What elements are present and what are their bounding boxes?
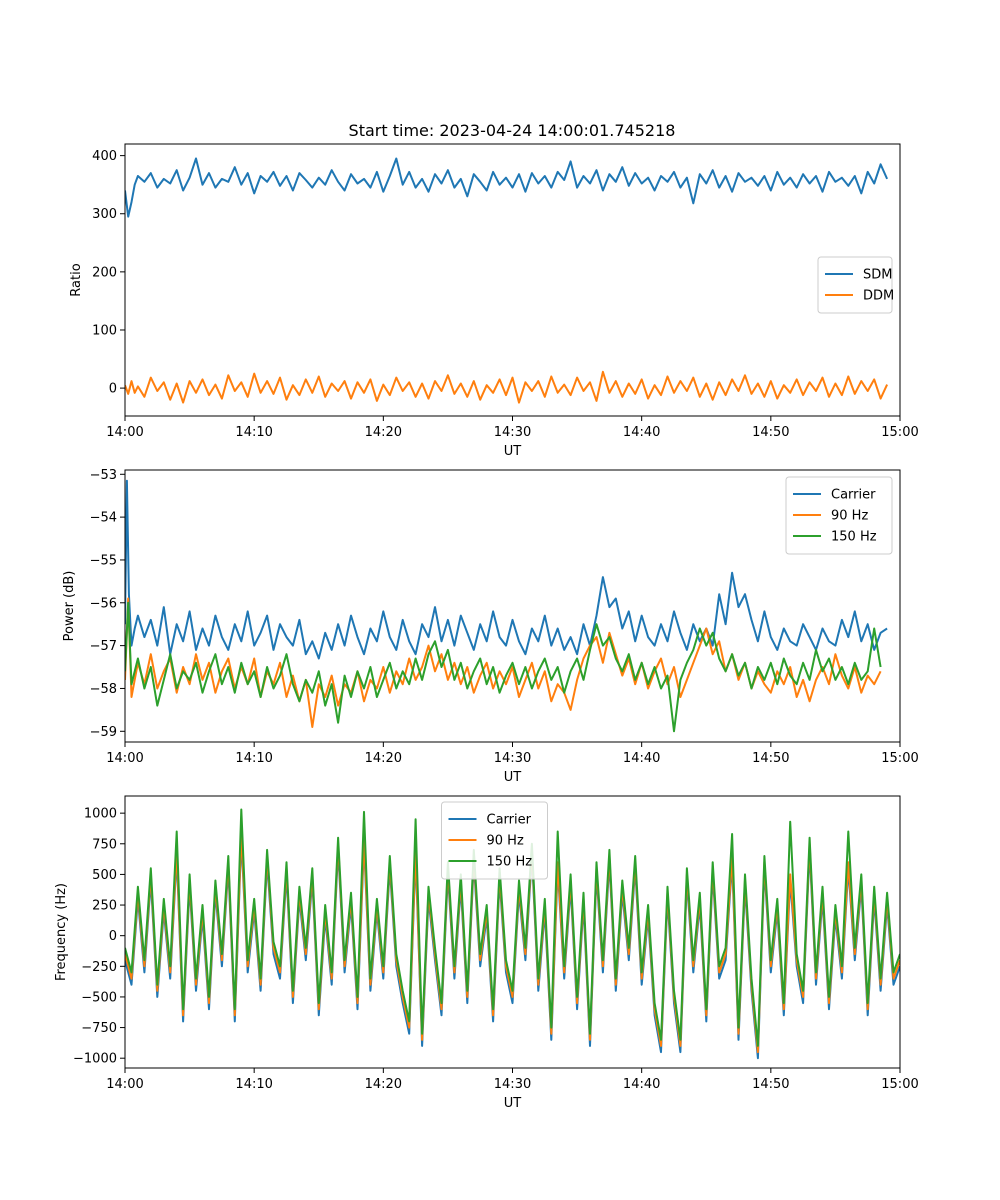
legend-label: DDM: [863, 289, 894, 304]
x-axis-label: UT: [504, 770, 522, 785]
x-tick-label: 14:30: [494, 425, 531, 440]
y-tick-label: −54: [90, 511, 117, 526]
legend-label: 150 Hz: [831, 530, 877, 545]
plot-area: [125, 479, 888, 733]
chart-panel-3: 14:00 14:10 14:20 14:30 14:40 14:50 15:00 1000 7…: [54, 795, 919, 1111]
x-tick-label: 14:10: [235, 751, 272, 766]
panels: 14:00 14:10 14:20 14:30 14:40 14:50 15:00 0 100 2…: [54, 143, 919, 1111]
y-tick-label: −250: [81, 960, 117, 975]
y-axis-label: Power (dB): [62, 571, 77, 642]
x-tick-label: 14:00: [106, 1077, 143, 1092]
y-tick-label: −53: [90, 468, 117, 483]
x-tick-label: 15:00: [881, 1077, 918, 1092]
y-axis-label: Ratio: [69, 263, 84, 296]
y-tick-label: 0: [109, 929, 117, 944]
y-tick-label: 1000: [84, 807, 117, 822]
y-tick-label: 0: [109, 382, 117, 397]
plot-area: [125, 157, 889, 404]
series-line-150-hz: [125, 601, 882, 733]
y-tick-label: −58: [90, 682, 117, 697]
series-line-carrier: [125, 479, 888, 660]
legend-label: 90 Hz: [831, 509, 868, 524]
chart-panel-2: 14:00 14:10 14:20 14:30 14:40 14:50 15:00 −53 −5…: [62, 468, 919, 785]
series-line-ddm: [125, 370, 889, 404]
x-tick-label: 14:50: [752, 1077, 789, 1092]
series-line-sdm: [125, 157, 889, 218]
x-tick-label: 14:00: [106, 751, 143, 766]
y-tick-label: 400: [92, 149, 117, 164]
x-tick-label: 14:10: [235, 425, 272, 440]
y-axis-label: Frequency (Hz): [54, 883, 69, 981]
legend-box: [441, 801, 548, 880]
x-tick-label: 14:40: [623, 1077, 660, 1092]
legend-label: 90 Hz: [487, 834, 524, 849]
y-tick-label: −59: [90, 725, 117, 740]
legend-label: Carrier: [831, 488, 876, 503]
legend-label: SDM: [863, 268, 892, 283]
x-tick-label: 14:10: [235, 1077, 272, 1092]
legend: SDM DDM: [817, 256, 894, 314]
y-tick-label: −1000: [73, 1052, 117, 1067]
legend-label: 150 Hz: [487, 855, 533, 870]
y-tick-label: 250: [92, 899, 117, 914]
x-tick-label: 15:00: [881, 751, 918, 766]
y-tick-label: 200: [92, 265, 117, 280]
x-tick-label: 14:50: [752, 751, 789, 766]
x-tick-label: 14:40: [623, 425, 660, 440]
chart-panel-1: 14:00 14:10 14:20 14:30 14:40 14:50 15:00 0 100 2…: [69, 143, 919, 459]
x-tick-label: 14:50: [752, 425, 789, 440]
legend: Carrier 90 Hz 150 Hz: [785, 476, 893, 555]
series-line-150-hz: [125, 808, 900, 1047]
x-tick-label: 15:00: [881, 425, 918, 440]
y-tick-label: −750: [81, 1021, 117, 1036]
x-tick-label: 14:30: [494, 1077, 531, 1092]
legend: Carrier 90 Hz 150 Hz: [441, 801, 548, 880]
legend-box: [785, 476, 893, 555]
x-tick-label: 14:30: [494, 751, 531, 766]
y-tick-label: 500: [92, 868, 117, 883]
plot-area: [125, 808, 900, 1060]
y-tick-label: 300: [92, 207, 117, 222]
x-tick-label: 14:00: [106, 425, 143, 440]
y-tick-label: −55: [90, 553, 117, 568]
x-tick-label: 14:20: [365, 1077, 402, 1092]
x-tick-label: 14:20: [365, 425, 402, 440]
y-tick-label: 750: [92, 837, 117, 852]
y-tick-label: 100: [92, 323, 117, 338]
x-axis-label: UT: [504, 1096, 522, 1111]
legend-box: [817, 256, 893, 314]
x-axis-label: UT: [504, 444, 522, 459]
x-tick-label: 14:40: [623, 751, 660, 766]
x-tick-label: 14:20: [365, 751, 402, 766]
y-tick-label: −56: [90, 596, 117, 611]
legend-label: Carrier: [487, 813, 532, 828]
y-tick-label: −500: [81, 990, 117, 1005]
figure-title: Start time: 2023-04-24 14:00:01.745218: [349, 121, 676, 140]
y-tick-label: −57: [90, 639, 117, 654]
